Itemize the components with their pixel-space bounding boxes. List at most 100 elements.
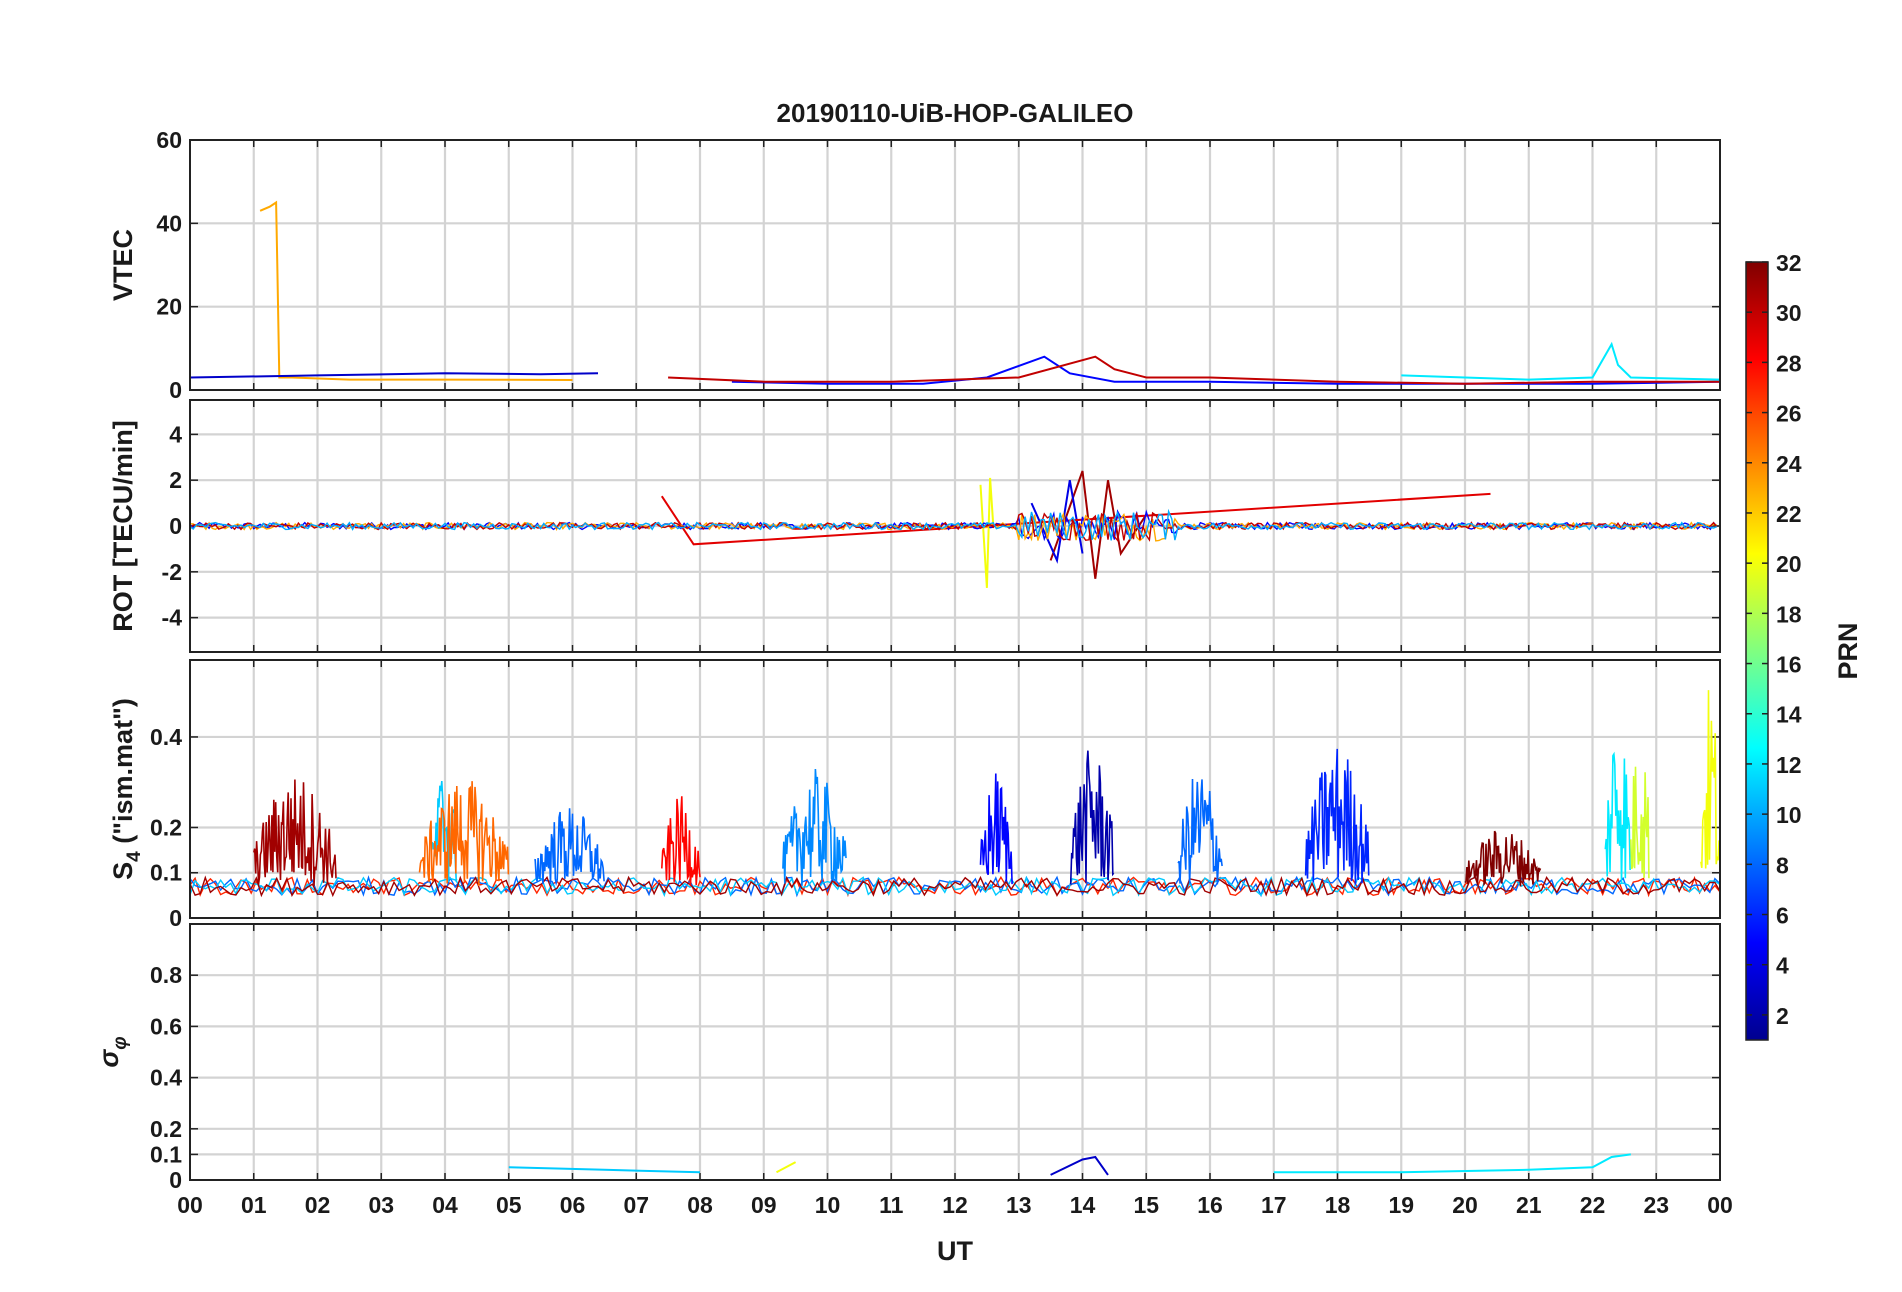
series-s4 bbox=[190, 690, 1720, 898]
colorbar-tick-label: 4 bbox=[1776, 953, 1789, 979]
y-tick-label: 0.6 bbox=[150, 1013, 182, 1039]
x-tick-label: 21 bbox=[1516, 1192, 1542, 1218]
series-line-prn-12 bbox=[1401, 341, 1720, 381]
y-tick-label: 60 bbox=[156, 127, 182, 153]
panel-frame bbox=[189, 139, 1721, 391]
y-axis-label-vtec: VTEC bbox=[108, 229, 138, 301]
panel-frame bbox=[189, 659, 1721, 919]
x-tick-label: 04 bbox=[432, 1192, 458, 1218]
x-tick-label: 17 bbox=[1261, 1192, 1287, 1218]
y-tick-label: 0.4 bbox=[150, 1065, 182, 1091]
x-tick-label: 15 bbox=[1133, 1192, 1159, 1218]
x-tick-label: 01 bbox=[241, 1192, 267, 1218]
series-line-prn-3 bbox=[1050, 1155, 1109, 1176]
burst-prn-28 bbox=[661, 796, 701, 887]
series-rot bbox=[190, 470, 1718, 588]
x-tick-label: 07 bbox=[623, 1192, 649, 1218]
x-tick-label: 00 bbox=[1707, 1192, 1733, 1218]
series-line-prn-3 bbox=[190, 372, 599, 379]
colorbar-tick-label: 32 bbox=[1776, 250, 1802, 276]
burst-prn-12 bbox=[1604, 751, 1631, 884]
x-tick-label: 14 bbox=[1070, 1192, 1096, 1218]
y-tick-label: 0.4 bbox=[150, 724, 182, 750]
series-line-prn-29 bbox=[660, 492, 1491, 546]
panel-sigma: 00.10.2 0.4 0.6 0.8 σφ bbox=[94, 923, 1721, 1193]
noise-line-prn-30 bbox=[190, 511, 1718, 543]
y-tick-label: 0.2 bbox=[150, 1116, 182, 1142]
noise-line-prn-10 bbox=[190, 508, 1718, 541]
x-tick-label: 18 bbox=[1325, 1192, 1351, 1218]
series-line-prn-5 bbox=[731, 355, 1720, 385]
colorbar-tick-label: 8 bbox=[1776, 852, 1789, 878]
burst-prn-25 bbox=[418, 781, 510, 887]
x-tick-label: 09 bbox=[751, 1192, 777, 1218]
series-vtec bbox=[190, 200, 1720, 385]
colorbar-tick-label: 18 bbox=[1776, 601, 1802, 627]
colorbar-tick-label: 16 bbox=[1776, 652, 1802, 678]
panel-rot: -4 -2 0 2 4 ROT [TECU/min] bbox=[108, 399, 1721, 653]
colorbar-tick-label: 30 bbox=[1776, 300, 1802, 326]
colorbar-label: PRN bbox=[1833, 622, 1863, 679]
burst-prn-2 bbox=[1069, 750, 1115, 885]
series-line-prn-12 bbox=[1273, 1153, 1631, 1174]
series-line-prn-20 bbox=[979, 477, 995, 588]
x-tick-label: 06 bbox=[560, 1192, 586, 1218]
x-tick-label: 22 bbox=[1580, 1192, 1606, 1218]
colorbar-tick-label: 20 bbox=[1776, 551, 1802, 577]
colorbar-tick-label: 24 bbox=[1776, 451, 1802, 477]
y-tick-label: 20 bbox=[156, 294, 182, 320]
y-axis-label-s4: S4 ("ism.mat") bbox=[108, 698, 145, 880]
panel-s4: 0 0.1 0.2 0.4S4 ("ism.mat") bbox=[108, 659, 1721, 931]
y-tick-label: 0 bbox=[169, 513, 182, 539]
y-tick-label: 2 bbox=[169, 467, 182, 493]
x-tick-label: 20 bbox=[1452, 1192, 1478, 1218]
colorbar-tick-label: 10 bbox=[1776, 802, 1802, 828]
x-tick-label: 11 bbox=[879, 1192, 904, 1218]
colorbar-tick-label: 22 bbox=[1776, 501, 1802, 527]
series-line-prn-11 bbox=[508, 1166, 701, 1174]
colorbar-tick-label: 28 bbox=[1776, 350, 1802, 376]
colorbar-tick-label: 14 bbox=[1776, 702, 1802, 728]
colorbar-tick-label: 2 bbox=[1776, 1003, 1789, 1029]
y-tick-label: 0 bbox=[169, 1167, 182, 1193]
burst-prn-20 bbox=[1700, 690, 1720, 869]
series-line-prn-30 bbox=[668, 355, 1720, 385]
burst-prn-8 bbox=[534, 808, 605, 887]
colorbar-tick-label: 6 bbox=[1776, 903, 1789, 929]
panel-vtec: 0 20 40 60 VTEC bbox=[108, 127, 1721, 403]
y-tick-label: 4 bbox=[169, 421, 182, 447]
baseline-prn-27 bbox=[190, 875, 1720, 898]
y-tick-label: -2 bbox=[162, 559, 182, 585]
y-tick-label: 40 bbox=[156, 210, 182, 236]
chart-title: 20190110-UiB-HOP-GALILEO bbox=[777, 98, 1134, 128]
series-sigma bbox=[508, 1153, 1631, 1176]
y-tick-label: 0.1 bbox=[150, 1141, 182, 1167]
series-line-prn-20 bbox=[776, 1161, 797, 1174]
y-tick-label: 0.1 bbox=[150, 860, 182, 886]
colorbar-tick-label: 12 bbox=[1776, 752, 1802, 778]
baseline-prn-8 bbox=[190, 875, 1720, 898]
x-tick-label: 08 bbox=[687, 1192, 713, 1218]
baseline-prn-31 bbox=[190, 875, 1720, 898]
y-tick-label: -4 bbox=[162, 605, 183, 631]
panel-frame bbox=[189, 923, 1721, 1181]
x-tick-label: 00 bbox=[177, 1192, 203, 1218]
y-tick-label: 0.2 bbox=[150, 814, 182, 840]
series-line-prn-31 bbox=[1049, 470, 1148, 579]
x-tick-label: 05 bbox=[496, 1192, 522, 1218]
burst-prn-6 bbox=[1304, 748, 1370, 885]
x-tick-label: 02 bbox=[305, 1192, 331, 1218]
burst-prn-31 bbox=[253, 779, 337, 886]
x-axis-label: UT bbox=[937, 1236, 973, 1266]
y-axis-label-rot: ROT [TECU/min] bbox=[108, 420, 138, 631]
x-tick-label: 16 bbox=[1197, 1192, 1223, 1218]
burst-prn-5 bbox=[979, 773, 1013, 885]
burst-prn-8 bbox=[1177, 778, 1223, 885]
series-line-prn-23 bbox=[259, 200, 573, 381]
x-tick-label: 19 bbox=[1388, 1192, 1414, 1218]
x-tick-label: 12 bbox=[942, 1192, 968, 1218]
